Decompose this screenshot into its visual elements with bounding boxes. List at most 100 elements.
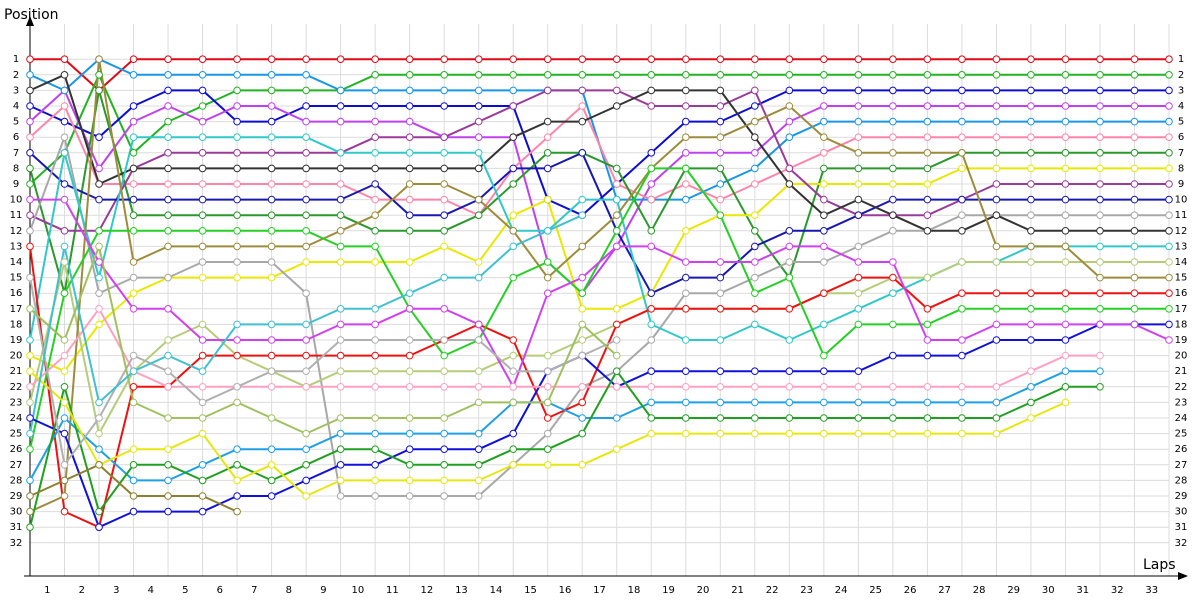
- position-marker: [958, 305, 966, 313]
- position-marker: [60, 227, 69, 235]
- position-marker: [647, 367, 656, 376]
- y-tick-label-right: 29: [1175, 491, 1188, 502]
- position-marker: [543, 71, 552, 79]
- position-marker: [923, 429, 932, 438]
- position-marker: [474, 195, 483, 204]
- position-marker: [336, 117, 345, 126]
- position-marker: [302, 383, 310, 391]
- position-marker: [95, 289, 103, 298]
- position-marker: [647, 180, 656, 188]
- y-tick-label: 13: [10, 241, 23, 252]
- position-marker: [543, 398, 552, 407]
- y-tick-label: 9: [13, 179, 19, 190]
- position-marker: [612, 164, 621, 173]
- position-marker: [578, 351, 587, 360]
- position-marker: [1165, 289, 1173, 298]
- position-marker: [60, 336, 69, 344]
- position-marker: [267, 117, 276, 126]
- x-tick-label: 30: [1042, 585, 1055, 596]
- position-marker: [923, 133, 932, 141]
- position-marker: [60, 429, 69, 438]
- position-marker: [1130, 227, 1139, 235]
- position-marker: [509, 242, 518, 251]
- position-marker: [336, 258, 345, 266]
- position-marker: [820, 414, 828, 422]
- position-marker: [1130, 86, 1139, 95]
- position-marker: [1165, 242, 1173, 251]
- position-marker: [854, 86, 863, 95]
- position-marker: [474, 164, 483, 173]
- position-marker: [302, 227, 310, 235]
- position-marker: [785, 86, 794, 95]
- position-marker: [854, 211, 863, 219]
- position-marker: [164, 351, 172, 360]
- position-marker: [992, 149, 1001, 157]
- x-tick-label: 8: [286, 585, 292, 596]
- position-marker: [785, 305, 794, 313]
- position-marker: [371, 336, 379, 344]
- position-marker: [1165, 133, 1173, 141]
- position-marker: [198, 320, 207, 329]
- position-marker: [647, 320, 656, 329]
- position-marker: [923, 71, 932, 79]
- position-marker: [509, 180, 518, 188]
- position-marker: [336, 414, 345, 422]
- position-marker: [302, 476, 310, 485]
- position-marker: [543, 86, 552, 95]
- position-marker: [198, 461, 207, 469]
- position-marker: [405, 86, 414, 95]
- position-marker: [958, 289, 966, 298]
- position-marker: [405, 367, 414, 376]
- position-marker: [716, 383, 725, 391]
- position-marker: [923, 149, 932, 157]
- position-marker: [405, 445, 414, 454]
- position-marker: [681, 133, 690, 141]
- position-marker: [681, 102, 690, 110]
- series-line: [29, 277, 618, 466]
- position-marker: [371, 305, 379, 313]
- position-marker: [267, 180, 276, 188]
- position-marker: [440, 383, 448, 391]
- position-marker: [1165, 180, 1173, 188]
- position-marker: [543, 164, 552, 173]
- position-marker: [647, 242, 656, 251]
- position-marker: [889, 164, 897, 173]
- position-marker: [854, 273, 863, 282]
- position-marker: [302, 86, 310, 95]
- y-tick-label-right: 27: [1175, 460, 1188, 471]
- position-marker: [992, 383, 1001, 391]
- position-marker: [198, 227, 207, 235]
- position-marker: [405, 117, 414, 126]
- position-marker: [1061, 180, 1070, 188]
- position-marker: [578, 149, 587, 157]
- position-marker: [198, 117, 207, 126]
- position-marker: [785, 102, 794, 110]
- position-marker: [60, 180, 69, 188]
- position-marker: [405, 71, 414, 79]
- position-marker: [233, 211, 241, 219]
- x-tick-label: 31: [1076, 585, 1089, 596]
- position-marker: [336, 476, 345, 485]
- x-tick-label: 5: [182, 585, 188, 596]
- position-marker: [923, 336, 932, 344]
- position-marker: [198, 336, 207, 344]
- position-marker: [923, 211, 932, 219]
- position-marker: [612, 383, 621, 391]
- position-marker: [612, 195, 621, 204]
- position-marker: [889, 414, 897, 422]
- position-marker: [26, 336, 34, 344]
- position-marker: [233, 336, 241, 344]
- position-marker: [233, 242, 241, 251]
- position-marker: [1061, 320, 1070, 329]
- position-marker: [371, 149, 379, 157]
- position-marker: [578, 320, 587, 329]
- position-marker: [371, 429, 379, 438]
- position-marker: [992, 336, 1001, 344]
- position-marker: [95, 242, 103, 251]
- position-marker: [1027, 289, 1035, 298]
- position-marker: [129, 195, 138, 204]
- position-marker: [371, 211, 379, 219]
- position-marker: [820, 351, 828, 360]
- series-line: [29, 89, 1169, 295]
